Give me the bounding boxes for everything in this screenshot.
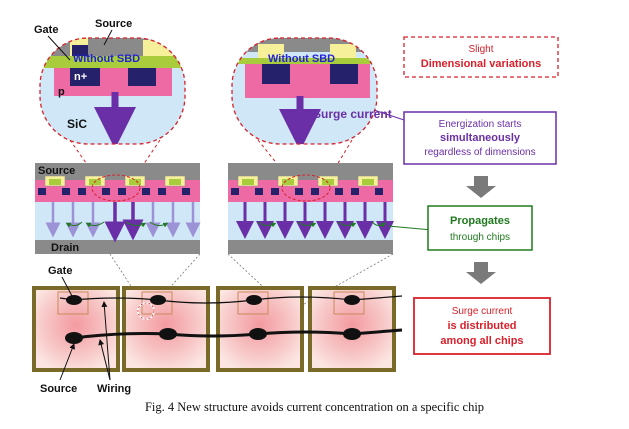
wiring-label: Wiring (97, 383, 131, 395)
left-zoom-bubble: Without SBD n+ p SiC Gate Source (34, 18, 186, 145)
svg-text:Propagates: Propagates (450, 215, 510, 227)
chip-array (32, 286, 403, 372)
source-label-top: Source (95, 18, 132, 30)
flow-box-distributed: Surge current is distributed among all c… (413, 297, 551, 355)
right-cross-section (228, 163, 394, 254)
svg-text:through chips: through chips (450, 232, 510, 243)
left-without-sbd-label: Without SBD (73, 53, 140, 65)
svg-text:Energization starts: Energization starts (439, 119, 522, 130)
chip-source-label: Source (40, 383, 77, 395)
left-cross-section: Source Drain (35, 163, 201, 254)
chip-3 (216, 286, 304, 372)
figure-caption: Fig. 4 New structure avoids current conc… (144, 400, 485, 414)
flow-box-energization: Energization starts simultaneously regar… (403, 111, 557, 165)
flow-box-propagates: Propagates through chips (427, 205, 533, 251)
gate-wiring (59, 295, 403, 304)
nplus-label: n+ (74, 71, 87, 83)
chip-4 (308, 286, 396, 372)
svg-text:Dimensional variations: Dimensional variations (421, 58, 541, 70)
right-zoom-bubble: Without SBD Surge current (231, 37, 392, 145)
svg-text:regardless of dimensions: regardless of dimensions (424, 147, 535, 158)
svg-text:simultaneously: simultaneously (440, 132, 521, 144)
right-without-sbd-label: Without SBD (268, 53, 335, 65)
p-label: p (58, 86, 65, 98)
chip-2 (122, 286, 210, 372)
drain-label: Drain (51, 242, 79, 254)
flow-arrow-1 (466, 176, 496, 198)
svg-text:Surge current: Surge current (452, 306, 513, 317)
svg-text:among all chips: among all chips (440, 335, 523, 347)
svg-text:Slight: Slight (468, 44, 493, 55)
source-wiring (73, 328, 403, 340)
surge-current-label: Surge current (313, 107, 392, 121)
cross-source-label: Source (38, 165, 75, 177)
flow-box-dimensional: Slight Dimensional variations (403, 36, 559, 78)
svg-text:is distributed: is distributed (447, 320, 516, 332)
gate-label-top: Gate (34, 24, 58, 36)
chip-gate-label: Gate (48, 265, 72, 277)
sic-label: SiC (67, 117, 87, 131)
flow-arrow-2 (466, 262, 496, 284)
